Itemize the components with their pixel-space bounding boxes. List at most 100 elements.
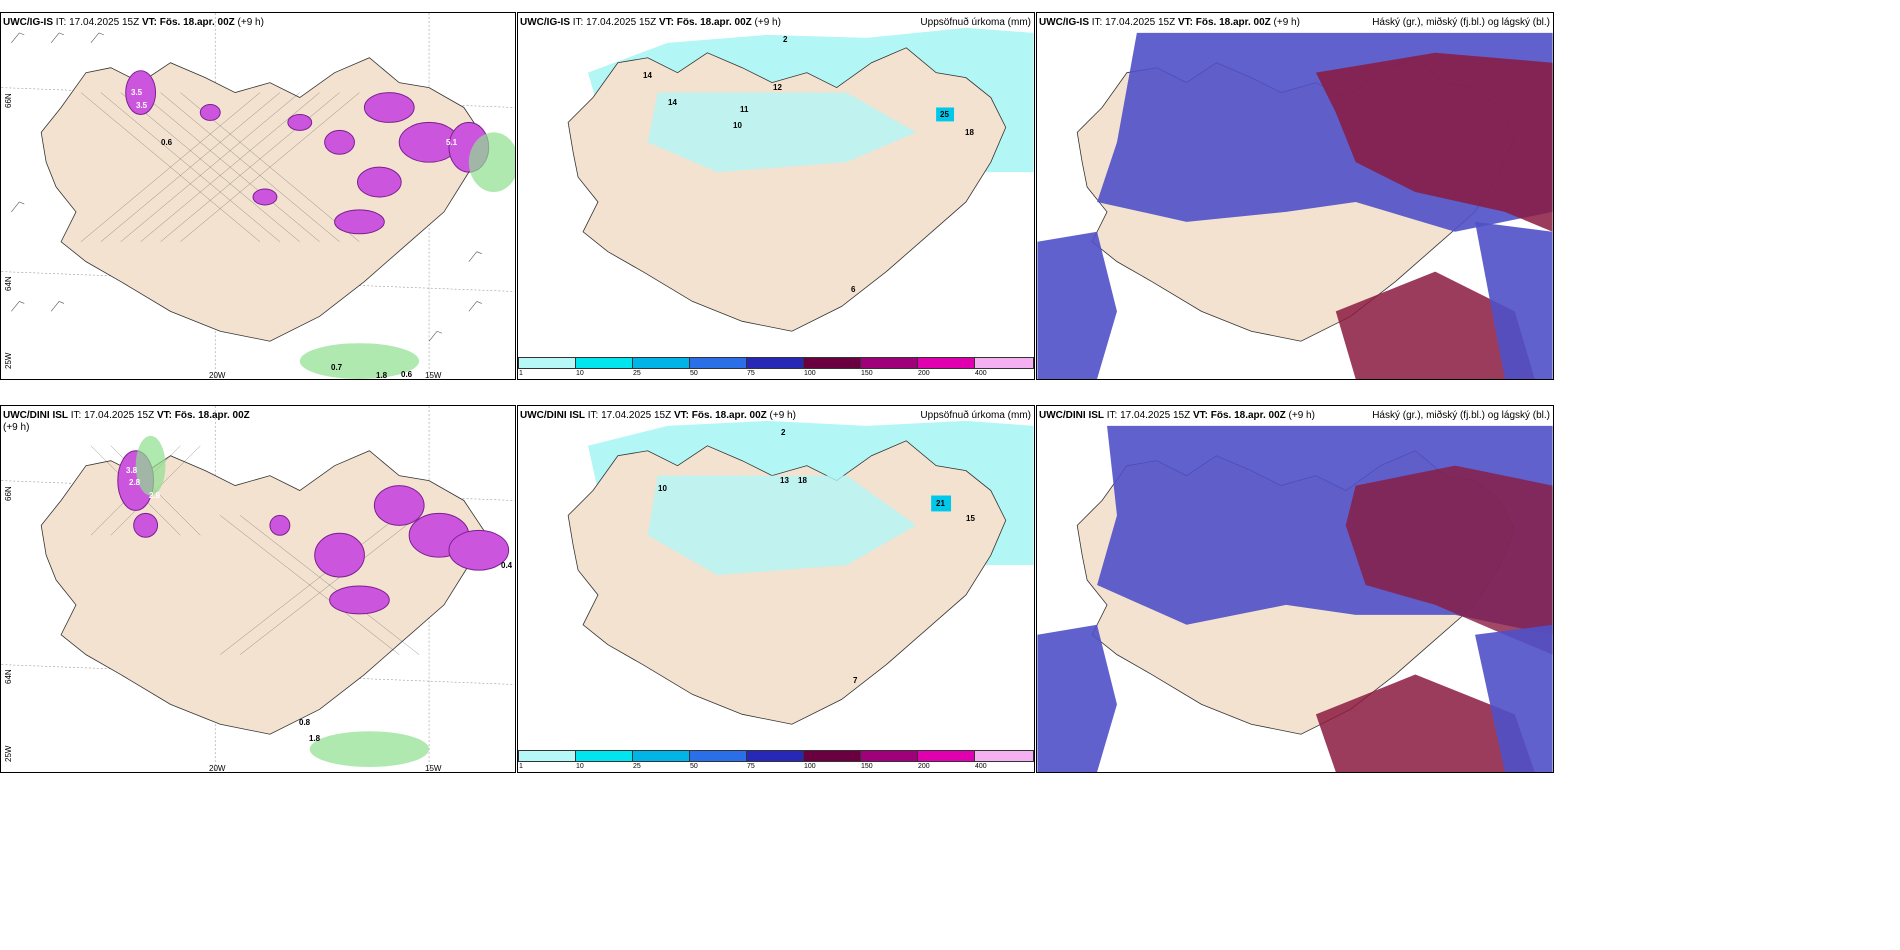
colorbar-cell <box>575 750 633 762</box>
colorbar-cell <box>518 750 576 762</box>
lon-label-25: 25W <box>4 745 13 762</box>
iceland-map <box>1037 32 1553 379</box>
panel-header: UWC/DINI ISL IT: 17.04.2025 15Z VT: Fös.… <box>3 410 250 433</box>
precip-label: 14 <box>668 98 677 107</box>
colorbar-cell <box>803 357 861 369</box>
snow-label: 3.8 <box>126 466 138 475</box>
precip-label: 10 <box>658 484 667 493</box>
colorbar-cell <box>974 357 1034 369</box>
colorbar-tick: 25 <box>633 763 641 770</box>
colorbar-cell <box>632 357 690 369</box>
colorbar-cell <box>746 357 804 369</box>
snow-label: 2.9 <box>149 491 161 500</box>
colorbar-cell <box>632 750 690 762</box>
colorbar: 1 10 25 50 75 100 150 200 400 <box>518 748 1034 772</box>
panel-title: Háský (gr.), miðský (fj.bl.) og lágský (… <box>1372 410 1550 421</box>
colorbar-tick: 1 <box>519 763 523 770</box>
map-panel-precip-igis: UWC/IG-IS IT: 17.04.2025 15Z VT: Fös. 18… <box>517 12 1035 380</box>
colorbar-tick: 75 <box>747 370 755 377</box>
panel-title: Uppsöfnuð úrkoma (mm) <box>920 17 1031 28</box>
colorbar-cell <box>860 750 918 762</box>
precip-label: 15 <box>966 514 975 523</box>
lon-label-15: 15W <box>425 764 442 773</box>
snow-label: 3.5 <box>131 88 143 97</box>
colorbar-cell <box>689 357 747 369</box>
snow-label: 0.6 <box>161 138 173 147</box>
lat-label-64: 64N <box>4 276 13 291</box>
panel-title: Uppsöfnuð úrkoma (mm) <box>920 410 1031 421</box>
precip-label: 11 <box>740 105 749 114</box>
colorbar-tick: 150 <box>861 370 873 377</box>
iceland-map <box>1 13 515 379</box>
precip-label: 2 <box>783 35 788 44</box>
precip-label: 18 <box>798 476 807 485</box>
lon-label-20: 20W <box>209 764 226 773</box>
lat-label-66: 66N <box>4 93 13 108</box>
lon-label-25: 25W <box>4 352 13 369</box>
colorbar-tick: 150 <box>861 763 873 770</box>
panel-header: UWC/IG-IS IT: 17.04.2025 15Z VT: Fös. 18… <box>3 17 264 28</box>
precip-label: 18 <box>965 128 974 137</box>
snow-label: 0.4 <box>501 561 513 570</box>
colorbar-cell <box>689 750 747 762</box>
precip-label: 12 <box>773 83 782 92</box>
colorbar-tick: 50 <box>690 370 698 377</box>
colorbar-cell <box>860 357 918 369</box>
lat-label-66: 66N <box>4 486 13 501</box>
iceland-map <box>1037 425 1553 772</box>
colorbar-tick: 10 <box>576 763 584 770</box>
snow-label: 0.7 <box>331 363 343 372</box>
iceland-map <box>567 27 1034 332</box>
panel-header: UWC/IG-IS IT: 17.04.2025 15Z VT: Fös. 18… <box>520 17 781 28</box>
lat-label-64: 64N <box>4 669 13 684</box>
colorbar-tick: 50 <box>690 763 698 770</box>
snow-label: 5.1 <box>446 138 458 147</box>
colorbar-cell <box>917 750 975 762</box>
colorbar-cell <box>518 357 576 369</box>
snow-label: 3.5 <box>136 101 148 110</box>
colorbar-tick: 1 <box>519 370 523 377</box>
snow-label: 0.8 <box>299 718 311 727</box>
colorbar-tick: 400 <box>975 370 987 377</box>
colorbar-cell <box>575 357 633 369</box>
colorbar-tick: 100 <box>804 370 816 377</box>
map-panel-snow-dini: UWC/DINI ISL IT: 17.04.2025 15Z VT: Fös.… <box>0 405 516 773</box>
colorbar-tick: 200 <box>918 370 930 377</box>
precip-label: 7 <box>853 676 858 685</box>
colorbar-cell <box>803 750 861 762</box>
colorbar-tick: 400 <box>975 763 987 770</box>
iceland-land <box>567 47 1007 332</box>
panel-header: UWC/DINI ISL IT: 17.04.2025 15Z VT: Fös.… <box>1039 410 1315 421</box>
snow-label: 2.8 <box>129 478 141 487</box>
precip-label: 10 <box>733 121 742 130</box>
precip-label: 25 <box>940 110 949 119</box>
snow-label: 0.6 <box>401 370 413 379</box>
snow-label: 1.8 <box>309 734 321 743</box>
lon-label-20: 20W <box>209 371 226 380</box>
colorbar-tick: 75 <box>747 763 755 770</box>
map-panel-clouds-igis: UWC/IG-IS IT: 17.04.2025 15Z VT: Fös. 18… <box>1036 12 1554 380</box>
colorbar-tick: 100 <box>804 763 816 770</box>
colorbar: 1 10 25 50 75 100 150 200 400 <box>518 355 1034 379</box>
colorbar-tick: 200 <box>918 763 930 770</box>
precip-label: 14 <box>643 71 652 80</box>
precip-label: 21 <box>936 499 945 508</box>
iceland-map <box>1 406 515 772</box>
lon-label-15: 15W <box>425 371 442 380</box>
panel-header: UWC/DINI ISL IT: 17.04.2025 15Z VT: Fös.… <box>520 410 796 421</box>
colorbar-tick: 25 <box>633 370 641 377</box>
colorbar-cell <box>917 357 975 369</box>
map-panel-snow-igis: UWC/IG-IS IT: 17.04.2025 15Z VT: Fös. 18… <box>0 12 516 380</box>
panel-title: Háský (gr.), miðský (fj.bl.) og lágský (… <box>1372 17 1550 28</box>
precip-label: 6 <box>851 285 856 294</box>
colorbar-tick: 10 <box>576 370 584 377</box>
precip-label: 2 <box>781 428 786 437</box>
colorbar-cell <box>746 750 804 762</box>
map-panel-clouds-dini: UWC/DINI ISL IT: 17.04.2025 15Z VT: Fös.… <box>1036 405 1554 773</box>
map-panel-precip-dini: UWC/DINI ISL IT: 17.04.2025 15Z VT: Fös.… <box>517 405 1035 773</box>
iceland-map <box>567 420 1034 725</box>
panel-header: UWC/IG-IS IT: 17.04.2025 15Z VT: Fös. 18… <box>1039 17 1300 28</box>
colorbar-cell <box>974 750 1034 762</box>
precip-label: 13 <box>780 476 789 485</box>
snow-label: 1.8 <box>376 371 388 380</box>
